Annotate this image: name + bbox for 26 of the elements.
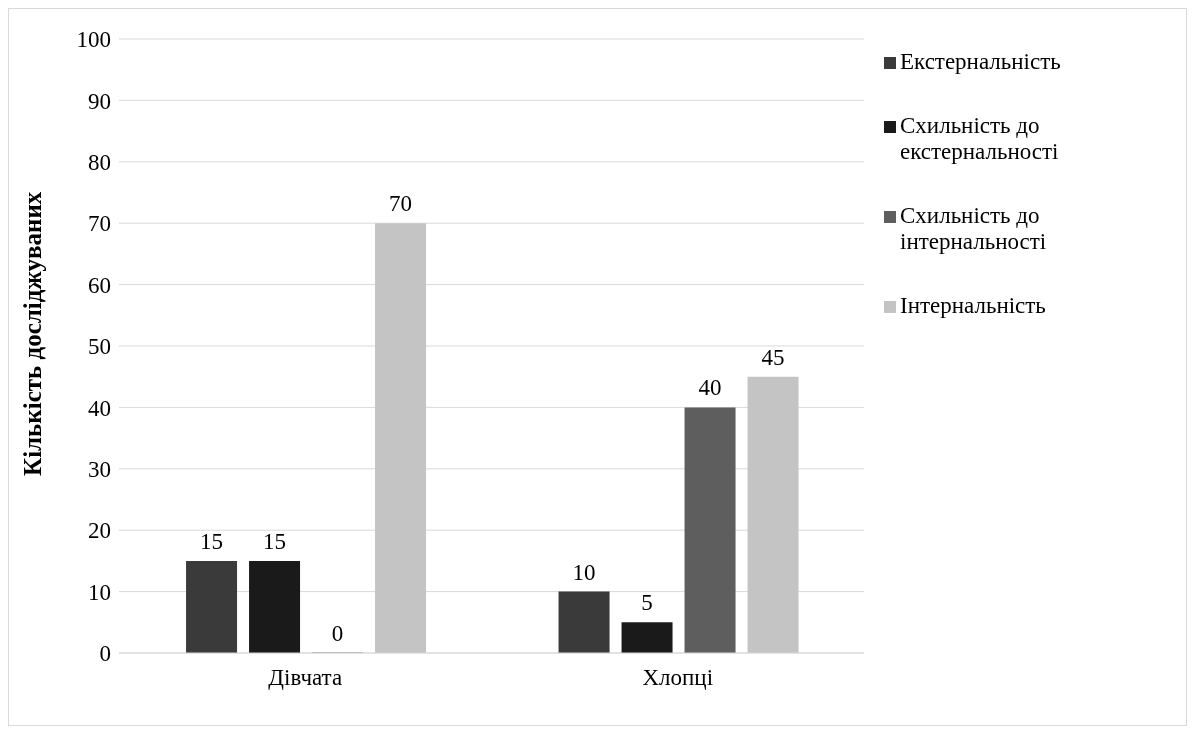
data-label: 5 [641,590,653,616]
data-label: 0 [331,620,344,646]
legend-label: Інтернальність [900,293,1047,319]
y-axis-title: Кількість досліджуваних [18,191,46,476]
data-label: 15 [200,528,224,554]
y-tick-label: 40 [88,395,111,421]
x-tick-label: Дівчата [268,665,343,691]
legend-label: Екстернальність [900,49,1062,75]
data-label: 45 [761,344,785,370]
y-tick-label: 100 [76,27,111,53]
y-tick-label: 0 [99,641,111,667]
y-tick-label: 30 [88,456,111,482]
x-tick-label: Хлопці [642,665,714,691]
y-tick-label: 90 [88,88,111,114]
legend-label: Схильність до екстернальності [900,113,1060,165]
y-tick-label: 60 [88,272,111,298]
y-tick-label: 80 [88,149,111,175]
y-tick-label: 50 [88,334,111,360]
y-tick-label: 20 [88,518,111,544]
data-label: 15 [263,528,287,554]
y-tick-label: 10 [88,579,111,605]
legend-label: Схильність до інтернальності [900,203,1048,255]
y-tick-label: 70 [88,211,111,237]
data-label: 70 [389,191,413,217]
data-label: 10 [572,559,596,585]
data-label: 40 [698,375,722,401]
